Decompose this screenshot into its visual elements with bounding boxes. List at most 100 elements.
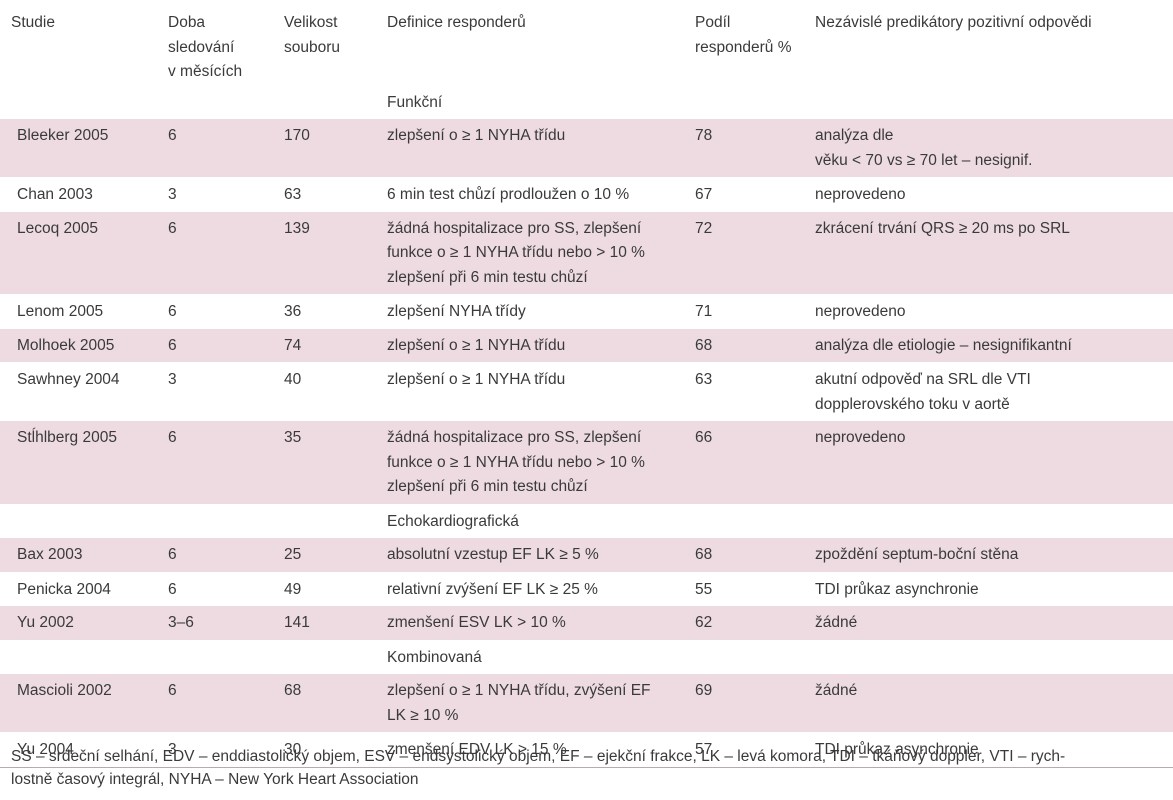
table-row: Chan 2003 3 63 6 min test chůzí prodlouž…: [0, 178, 1173, 212]
cell-followup: 6: [151, 328, 267, 363]
cell-predictors: TDI průkaz asynchronie: [815, 580, 979, 598]
table-row: Bax 2003 6 25 absolutní vzestup EF LK ≥ …: [0, 538, 1173, 573]
cell-followup: 6: [151, 674, 267, 733]
section-row: Funkční: [0, 85, 1173, 120]
cell-definition: zlepšení o ≥ 1 NYHA třídu: [387, 371, 566, 388]
cell-share: 71: [695, 303, 713, 320]
cell-share: 63: [695, 371, 713, 388]
cell-size: 139: [267, 211, 370, 295]
table-footnote: SS – srdeční selhání, EDV – enddiastolic…: [11, 748, 1066, 788]
table-row: Yu 2002 3–6 141 zmenšení ESV LK > 10 % 6…: [0, 606, 1173, 640]
cell-definition: zmenšení EDV LK > 15 %: [370, 732, 678, 768]
cell-study: Bleeker 2005: [0, 119, 151, 178]
cell-share: 72: [678, 211, 798, 295]
cell-followup: 6: [168, 303, 177, 320]
cell-size: 25: [267, 538, 370, 573]
cell-followup: 3: [151, 732, 267, 768]
cell-predictors: neprovedeno: [815, 303, 906, 320]
cell-predictors: analýza dle věku < 70 vs ≥ 70 let – nesi…: [798, 119, 1173, 178]
header-study: Studie: [11, 14, 55, 31]
cell-predictors: neprovedeno: [815, 186, 906, 203]
cell-definition: absolutní vzestup EF LK ≥ 5 %: [370, 538, 678, 573]
cell-share: 62: [678, 606, 798, 640]
cell-predictors: neprovedeno: [798, 421, 1173, 504]
cell-predictors: žádné: [798, 674, 1173, 733]
cell-followup: 3–6: [151, 606, 267, 640]
cell-study: Penicka 2004: [17, 580, 111, 598]
cell-study: Lecoq 2005: [0, 211, 151, 295]
table-row: Sawhney 2004 3 40 zlepšení o ≥ 1 NYHA tř…: [0, 363, 1173, 422]
cell-predictors: TDI průkaz asynchronie: [798, 732, 1173, 768]
cell-predictors: analýza dle etiologie – nesignifikantní: [798, 328, 1173, 363]
cell-definition: zlepšení o ≥ 1 NYHA třídu, zvýšení EF LK…: [370, 674, 678, 733]
cell-size: 30: [267, 732, 370, 768]
cell-definition: zlepšení NYHA třídy: [387, 303, 526, 320]
cell-share: 57: [678, 732, 798, 768]
cell-definition: žádná hospitalizace pro SS, zlepšení fun…: [370, 421, 678, 504]
cell-share: 68: [678, 538, 798, 573]
cell-followup: 6: [151, 119, 267, 178]
cell-study: Mascioli 2002: [0, 674, 151, 733]
section-label-kombinovana: Kombinovaná: [387, 648, 482, 666]
cell-share: 78: [678, 119, 798, 178]
cell-size: 40: [284, 371, 302, 388]
header-row: Studie Doba sledování v měsících Velikos…: [0, 0, 1173, 85]
cell-predictors: zpoždění septum-boční stěna: [798, 538, 1173, 573]
cell-followup: 6: [151, 211, 267, 295]
header-share: Podíl responderů %: [695, 14, 792, 56]
header-predictors: Nezávislé predikátory pozitivní odpovědi: [815, 14, 1092, 31]
cell-share: 67: [695, 186, 713, 203]
cell-study: Sawhney 2004: [17, 371, 120, 388]
table-row: Mascioli 2002 6 68 zlepšení o ≥ 1 NYHA t…: [0, 674, 1173, 733]
cell-followup: 6: [168, 580, 177, 598]
cell-study: Stĺhlberg 2005: [0, 421, 151, 504]
table-row: Penicka 2004 6 49 relativní zvýšení EF L…: [0, 572, 1173, 606]
header-size: Velikost souboru: [284, 14, 341, 56]
cell-definition: 6 min test chůzí prodloužen o 10 %: [387, 186, 630, 203]
cell-size: 49: [284, 580, 302, 598]
section-row: Echokardiografická: [0, 504, 1173, 539]
cell-study: Chan 2003: [17, 186, 93, 203]
cell-predictors: akutní odpověď na SRL dle VTI dopplerovs…: [815, 371, 1031, 413]
cell-size: 141: [267, 606, 370, 640]
table-row: Yu 2004 3 30 zmenšení EDV LK > 15 % 57 T…: [0, 732, 1173, 768]
table-row: Bleeker 2005 6 170 zlepšení o ≥ 1 NYHA t…: [0, 119, 1173, 178]
cell-size: 35: [267, 421, 370, 504]
table-row: Molhoek 2005 6 74 zlepšení o ≥ 1 NYHA tř…: [0, 328, 1173, 363]
cell-followup: 3: [168, 186, 177, 203]
cell-size: 63: [284, 186, 302, 203]
cell-share: 69: [678, 674, 798, 733]
cell-followup: 6: [151, 421, 267, 504]
cell-definition: zmenšení ESV LK > 10 %: [370, 606, 678, 640]
cell-share: 55: [695, 580, 713, 598]
cell-study: Lenom 2005: [17, 303, 104, 320]
header-followup: Doba sledování v měsících: [168, 14, 243, 80]
cell-share: 66: [678, 421, 798, 504]
cell-size: 74: [267, 328, 370, 363]
cell-definition: zlepšení o ≥ 1 NYHA třídu: [370, 328, 678, 363]
cell-definition: relativní zvýšení EF LK ≥ 25 %: [387, 580, 598, 598]
cell-study: Yu 2002: [0, 606, 151, 640]
cell-predictors: žádné: [798, 606, 1173, 640]
cell-study: Yu 2004: [0, 732, 151, 768]
section-label-funkcni: Funkční: [387, 93, 443, 111]
cell-study: Bax 2003: [0, 538, 151, 573]
cell-share: 68: [678, 328, 798, 363]
section-label-echo: Echokardiografická: [387, 512, 519, 530]
table-row: Lecoq 2005 6 139 žádná hospitalizace pro…: [0, 211, 1173, 295]
section-row: Kombinovaná: [0, 640, 1173, 675]
table-row: Stĺhlberg 2005 6 35 žádná hospitalizace …: [0, 421, 1173, 504]
cell-size: 36: [284, 303, 302, 320]
table-row: Lenom 2005 6 36 zlepšení NYHA třídy 71 n…: [0, 295, 1173, 329]
cell-definition: žádná hospitalizace pro SS, zlepšení fun…: [370, 211, 678, 295]
cell-predictors: zkrácení trvání QRS ≥ 20 ms po SRL: [798, 211, 1173, 295]
cell-size: 170: [267, 119, 370, 178]
cell-followup: 6: [151, 538, 267, 573]
cell-definition: zlepšení o ≥ 1 NYHA třídu: [370, 119, 678, 178]
cell-study: Molhoek 2005: [0, 328, 151, 363]
header-definition: Definice responderů: [387, 14, 526, 31]
cell-size: 68: [267, 674, 370, 733]
responders-table: Studie Doba sledování v měsících Velikos…: [0, 0, 1173, 768]
cell-followup: 3: [168, 371, 177, 388]
